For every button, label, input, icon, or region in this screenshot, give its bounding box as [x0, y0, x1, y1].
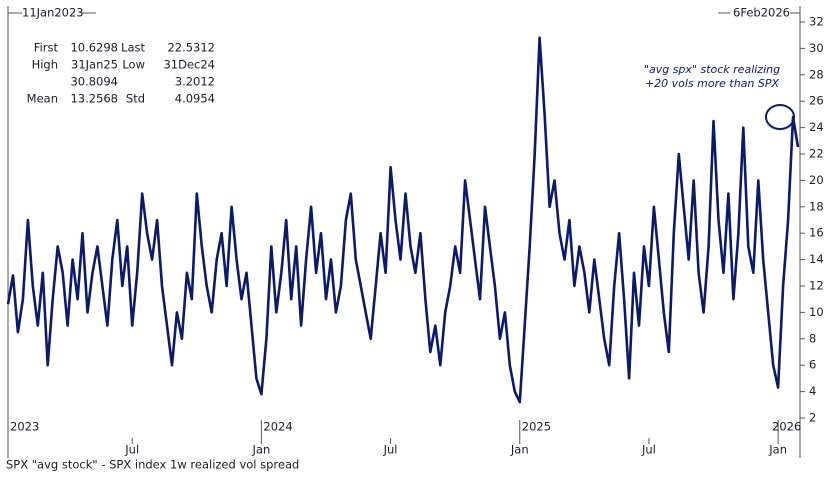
y-tick-label: 8	[809, 331, 816, 345]
y-tick-label: 2	[809, 411, 816, 425]
x-tick-label: Jul	[383, 443, 398, 457]
stat-value: 3.2012	[175, 75, 215, 89]
y-tick-label: 24	[809, 120, 824, 134]
end-label: 6Feb2026	[733, 6, 790, 20]
stat-value: 30.8094	[70, 75, 118, 89]
y-tick-label: 16	[809, 226, 824, 240]
year-tick-label: 2024	[263, 420, 292, 434]
x-tick-label: Jan	[252, 443, 271, 457]
annotation: "avg spx" stock realizing	[644, 63, 780, 76]
year-tick-label: 2026	[772, 420, 801, 434]
y-tick-label: 20	[809, 173, 824, 187]
stat-value: 13.2568	[70, 92, 118, 106]
y-tick-label: 18	[809, 199, 824, 213]
x-tick-label: Jan	[768, 443, 787, 457]
y-tick-label: 4	[809, 384, 816, 398]
series-line	[6, 36, 800, 404]
stat-label: Mean	[27, 92, 58, 106]
y-tick-label: 6	[809, 358, 816, 372]
y-tick-label: 12	[809, 279, 824, 293]
y-tick-label: 30	[809, 41, 824, 55]
stat-label: First	[34, 41, 59, 55]
stat-label: High	[32, 58, 58, 72]
stat-label: Last	[121, 41, 145, 55]
y-tick-label: 22	[809, 147, 824, 161]
x-tick-label: Jul	[124, 443, 139, 457]
stat-value: 22.5312	[167, 41, 215, 55]
y-tick-label: 32	[809, 15, 824, 29]
y-tick-label: 28	[809, 67, 824, 81]
year-tick-label: 2025	[522, 420, 551, 434]
x-tick-label: Jan	[510, 443, 529, 457]
y-tick-label: 10	[809, 305, 824, 319]
stat-label: Std	[126, 92, 145, 106]
chart-title: SPX "avg stock" - SPX index 1w realized …	[6, 458, 299, 472]
y-tick-label: 14	[809, 252, 824, 266]
y-tick-label: 26	[809, 94, 824, 108]
annotation: +20 vols more than SPX	[645, 77, 780, 90]
stat-date: 31Jan25	[71, 58, 118, 72]
stat-label: Low	[122, 58, 145, 72]
x-tick-label: Jul	[641, 443, 656, 457]
stat-date: 31Dec24	[163, 58, 215, 72]
stat-value: 10.6298	[70, 41, 118, 55]
start-label: 11Jan2023	[22, 6, 84, 20]
year-tick-label: 2023	[10, 420, 39, 434]
stat-value: 4.0954	[175, 92, 215, 106]
